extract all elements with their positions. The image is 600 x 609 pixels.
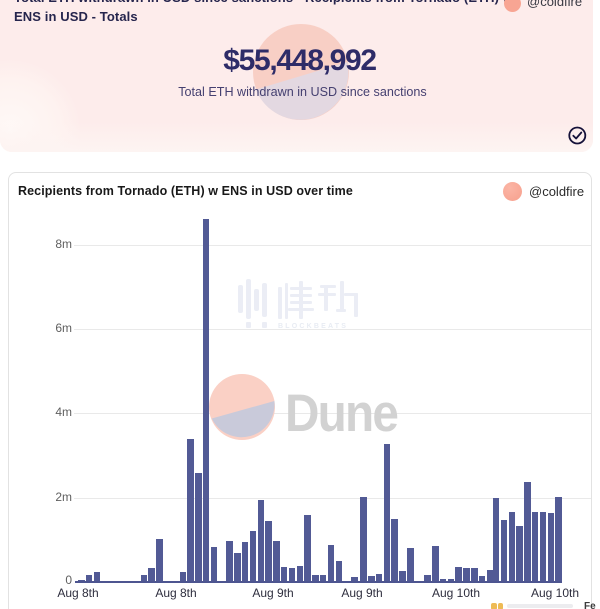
svg-text:BLOCKBEATS: BLOCKBEATS <box>278 323 348 330</box>
